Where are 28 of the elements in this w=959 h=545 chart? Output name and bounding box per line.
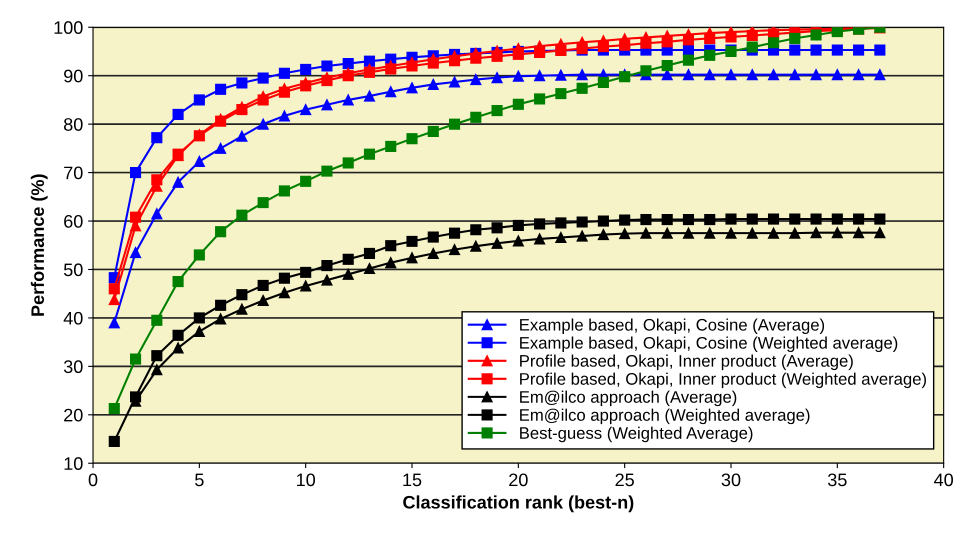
y-tick-label: 10 (64, 457, 83, 470)
legend-label: Best-guess (Weighted Average) (520, 426, 752, 442)
legend-label: Em@ilco approach (Weighted average) (520, 408, 810, 424)
y-tick-label: 30 (64, 360, 83, 374)
legend-label: Profile based, Okapi, Inner product (Average) (520, 354, 853, 370)
x-tick-label: 0 (88, 473, 98, 486)
y-axis-title: Performance (%) (30, 174, 48, 316)
y-tick-label: 90 (64, 70, 83, 82)
x-tick-label: 5 (195, 474, 204, 486)
y-tick-label: 60 (64, 214, 83, 228)
legend-label: Example based, Okapi, Cosine (Weighted average) (520, 336, 898, 352)
legend-label: Example based, Okapi, Cosine (Average) (520, 318, 824, 334)
x-tick-label: 40 (934, 473, 953, 486)
y-tick-label: 40 (64, 312, 83, 325)
x-tick-label: 20 (509, 473, 528, 486)
x-tick-label: 10 (297, 473, 316, 486)
x-tick-label: 25 (616, 473, 634, 486)
y-tick-label: 70 (64, 166, 83, 180)
y-tick-label: 50 (64, 263, 83, 276)
legend-label: Em@ilco approach (Average) (520, 390, 736, 406)
y-tick-label: 100 (54, 21, 83, 34)
legend-label: Profile based, Okapi, Inner product (Weighted average) (520, 372, 926, 388)
y-tick-label: 80 (64, 118, 83, 131)
x-tick-label: 35 (828, 473, 847, 486)
y-tick-label: 20 (64, 408, 83, 422)
x-tick-label: 15 (403, 474, 422, 486)
x-axis-title: Classification rank (best-n) (403, 495, 634, 512)
x-tick-label: 30 (722, 473, 740, 486)
